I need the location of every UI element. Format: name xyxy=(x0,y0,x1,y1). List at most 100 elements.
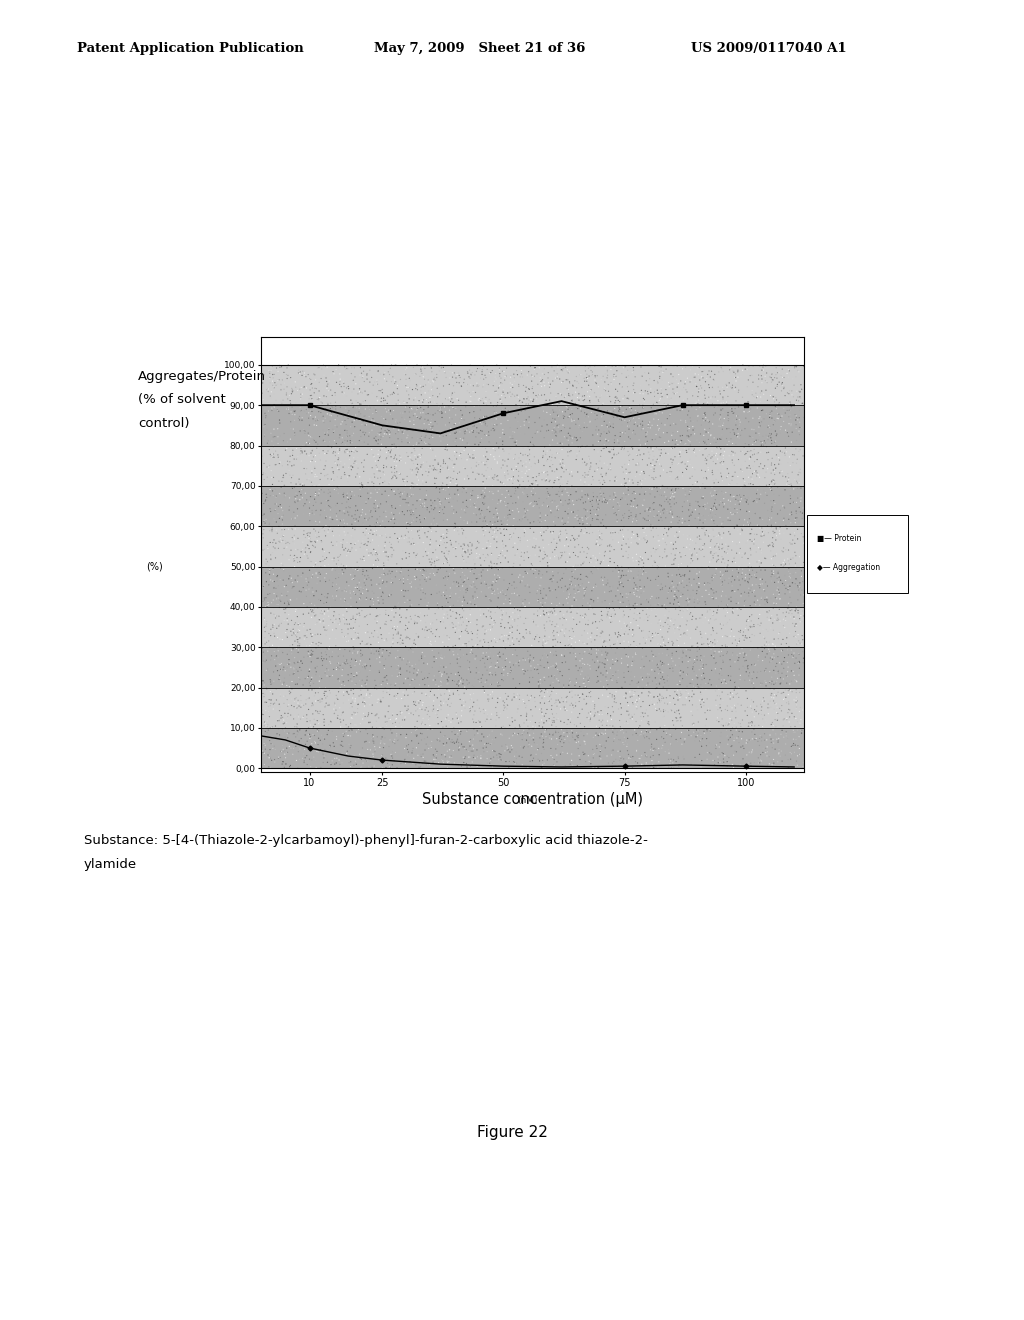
Point xyxy=(432,647,449,668)
Point xyxy=(326,735,342,756)
Point xyxy=(471,451,487,473)
Point xyxy=(488,705,505,726)
Point xyxy=(501,589,517,610)
Point xyxy=(521,459,538,480)
Point xyxy=(366,446,382,467)
Point xyxy=(307,520,324,541)
Point xyxy=(266,578,283,599)
Point xyxy=(618,598,635,619)
Point xyxy=(665,752,681,774)
Point xyxy=(393,429,410,450)
Point xyxy=(590,525,606,546)
Point xyxy=(665,422,681,444)
Point xyxy=(343,393,359,414)
Point xyxy=(375,573,391,594)
Point xyxy=(749,462,765,483)
Point xyxy=(489,470,506,491)
Point xyxy=(393,579,410,601)
Point xyxy=(693,665,710,686)
Point xyxy=(587,743,603,764)
Point xyxy=(610,624,627,645)
Point xyxy=(538,620,554,642)
Point xyxy=(377,416,393,437)
Point xyxy=(690,568,707,589)
Point xyxy=(559,550,575,572)
Point xyxy=(745,718,762,739)
Point xyxy=(324,401,340,422)
Point xyxy=(604,715,621,737)
Point xyxy=(664,581,680,602)
Point xyxy=(435,752,452,774)
Point xyxy=(257,661,273,682)
Point xyxy=(767,609,783,630)
Point xyxy=(792,412,808,433)
Point xyxy=(515,659,531,680)
Point xyxy=(287,690,303,711)
Point xyxy=(436,636,453,657)
Point xyxy=(775,739,792,760)
Point xyxy=(486,564,503,585)
Point xyxy=(298,444,314,465)
Point xyxy=(368,430,384,451)
Point xyxy=(325,418,341,440)
Point xyxy=(679,388,695,409)
Point xyxy=(257,627,273,648)
Point xyxy=(402,504,419,525)
Point xyxy=(737,477,754,498)
Point xyxy=(553,372,569,393)
Point xyxy=(509,585,525,606)
Point xyxy=(366,539,382,560)
Point xyxy=(614,396,631,417)
Point xyxy=(606,483,623,504)
Point xyxy=(573,553,590,574)
Point xyxy=(570,383,587,404)
Point xyxy=(596,632,612,653)
Point xyxy=(751,364,767,385)
Point xyxy=(740,356,757,378)
Point xyxy=(599,454,615,475)
Point xyxy=(456,428,472,449)
Point xyxy=(740,391,757,412)
Point xyxy=(771,371,787,392)
Point xyxy=(654,661,671,682)
Point xyxy=(620,441,636,462)
Point xyxy=(746,752,763,774)
Point xyxy=(510,387,526,408)
Point xyxy=(532,367,549,388)
Point xyxy=(392,533,409,554)
Point xyxy=(787,692,804,713)
Point xyxy=(614,408,631,429)
Point xyxy=(294,479,310,500)
Point xyxy=(501,504,517,525)
Point xyxy=(352,643,369,664)
Point xyxy=(777,385,794,407)
Point xyxy=(434,750,451,771)
Point xyxy=(621,694,637,715)
Point xyxy=(550,694,566,715)
Point xyxy=(561,544,578,565)
Point xyxy=(644,414,660,436)
Point xyxy=(578,676,594,697)
Point xyxy=(490,587,507,609)
Point xyxy=(370,412,386,433)
Point xyxy=(597,653,613,675)
Point xyxy=(739,531,756,552)
Point xyxy=(652,445,669,466)
Point xyxy=(372,447,388,469)
Point xyxy=(558,528,574,549)
Point xyxy=(526,412,543,433)
Point xyxy=(472,605,488,626)
Point xyxy=(332,511,348,532)
Point xyxy=(267,548,284,569)
Point xyxy=(310,358,327,379)
Point xyxy=(366,587,382,609)
Point xyxy=(288,638,304,659)
Point xyxy=(767,586,783,607)
Point xyxy=(417,645,433,667)
Point xyxy=(536,739,552,760)
Point xyxy=(725,442,741,463)
Point xyxy=(283,681,299,702)
Point xyxy=(685,440,701,461)
Point xyxy=(713,462,729,483)
Point xyxy=(572,428,589,449)
